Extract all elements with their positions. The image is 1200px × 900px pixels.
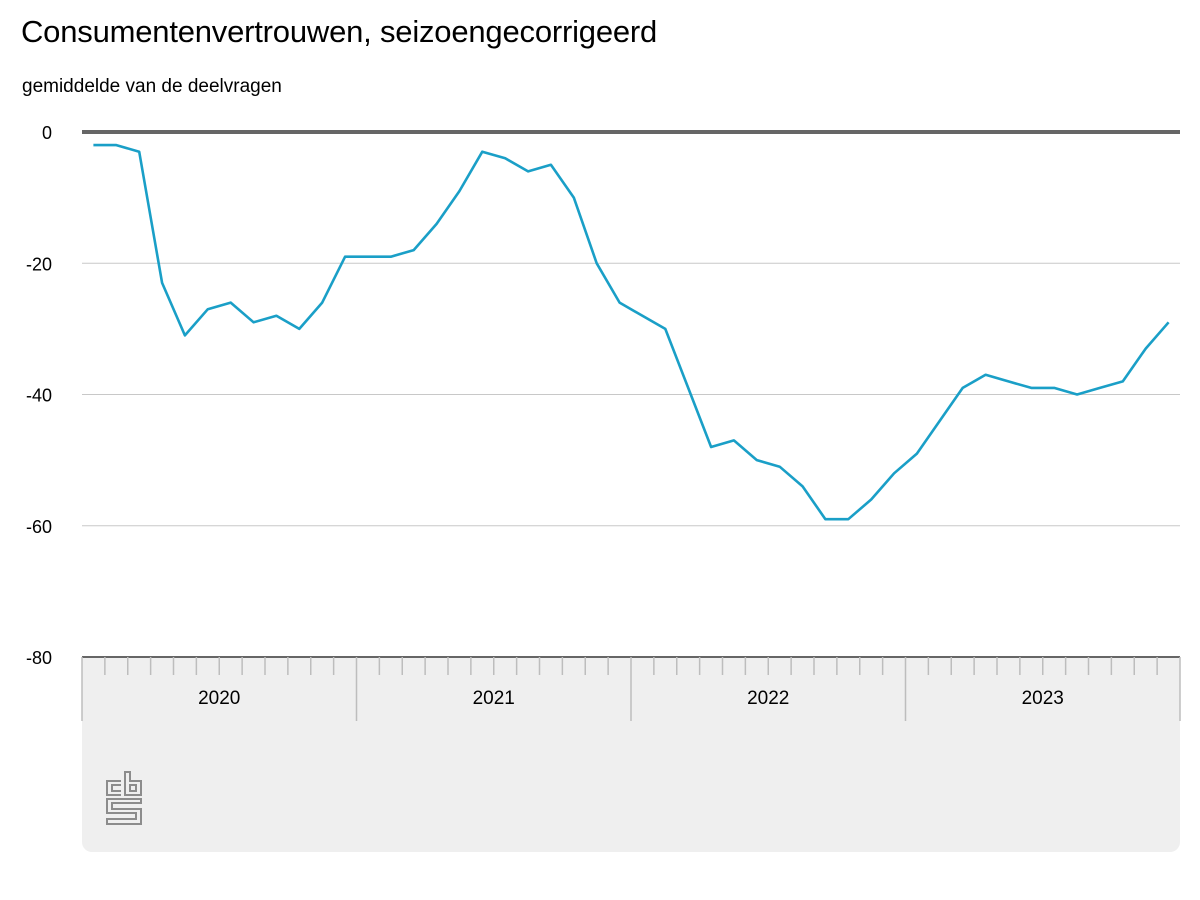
gridlines [82,130,1180,527]
y-tick-label: -40 [26,386,52,406]
x-year-label: 2020 [198,688,240,709]
y-tick-label: -80 [26,648,52,668]
y-tick-label: 0 [42,123,52,143]
chart-title: Consumentenvertrouwen, seizoengecorrigee… [21,14,658,49]
data-line [93,143,1170,521]
cbs-logo-icon [106,771,142,825]
chart-subtitle: gemiddelde van de deelvragen [22,76,282,97]
y-axis-labels: 0 -20 -40 -60 -80 [26,123,52,668]
y-tick-label: -20 [26,254,52,274]
x-year-label: 2023 [1022,688,1064,709]
x-year-label: 2022 [747,688,789,709]
y-tick-label: -60 [26,517,52,537]
x-axis: 2020 2021 2022 2023 [81,656,1181,721]
x-year-label: 2021 [473,688,515,709]
